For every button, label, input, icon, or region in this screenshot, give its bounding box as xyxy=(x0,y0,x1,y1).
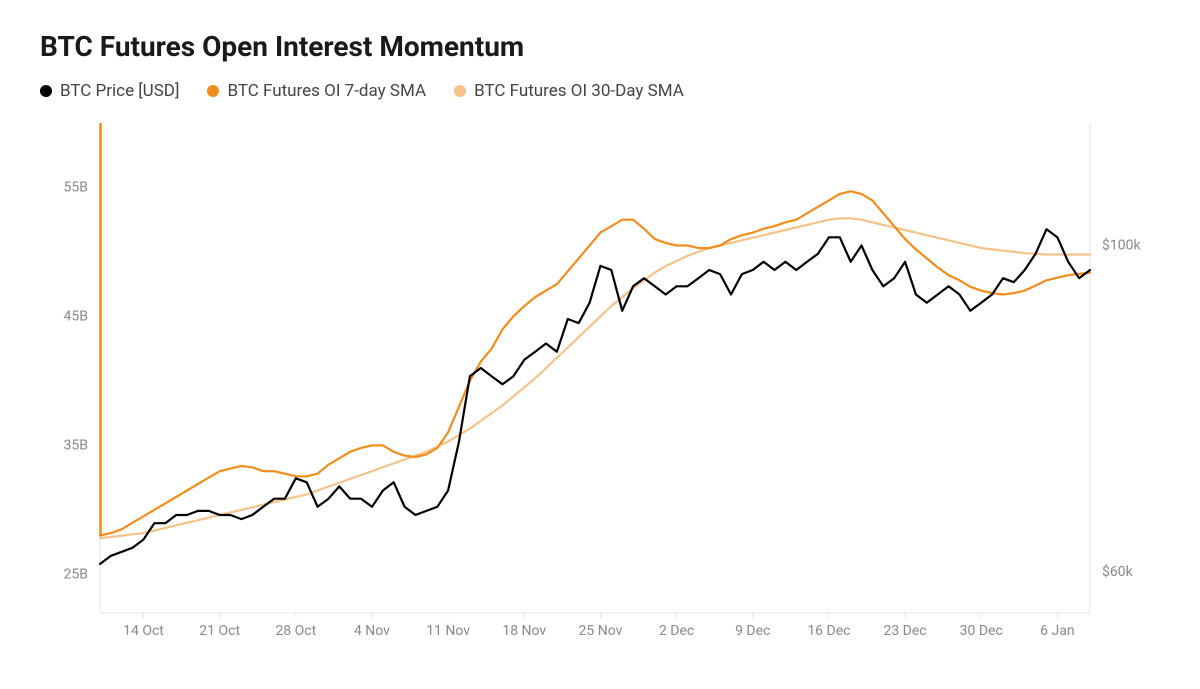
svg-text:55B: 55B xyxy=(64,179,88,195)
chart-plot-area: 25B 35B 45B 55B $60k $100k 14 Oct 21 Oct 28 Oct 4… xyxy=(40,113,1160,653)
svg-text:9 Dec: 9 Dec xyxy=(735,623,770,639)
svg-text:28 Oct: 28 Oct xyxy=(275,623,316,639)
svg-text:25 Nov: 25 Nov xyxy=(579,623,623,639)
legend-label: BTC Price [USD] xyxy=(60,81,179,101)
svg-text:$60k: $60k xyxy=(1102,563,1134,580)
chart-svg: 25B 35B 45B 55B $60k $100k 14 Oct 21 Oct 28 Oct 4… xyxy=(40,113,1160,653)
svg-text:25B: 25B xyxy=(64,566,88,582)
svg-text:$100k: $100k xyxy=(1102,237,1141,254)
legend: BTC Price [USD] BTC Futures OI 7-day SMA… xyxy=(40,81,1160,101)
chart-title: BTC Futures Open Interest Momentum xyxy=(40,30,1160,63)
svg-text:16 Dec: 16 Dec xyxy=(807,623,850,639)
svg-text:45B: 45B xyxy=(64,308,88,324)
legend-dot xyxy=(207,85,219,97)
legend-dot xyxy=(454,85,466,97)
svg-text:2 Dec: 2 Dec xyxy=(659,623,694,639)
legend-label: BTC Futures OI 30-Day SMA xyxy=(474,81,684,101)
legend-item-oi30: BTC Futures OI 30-Day SMA xyxy=(454,81,684,101)
svg-text:11 Nov: 11 Nov xyxy=(426,623,470,639)
svg-text:18 Nov: 18 Nov xyxy=(502,623,546,639)
svg-text:23 Dec: 23 Dec xyxy=(883,623,926,639)
legend-dot xyxy=(40,85,52,97)
legend-item-price: BTC Price [USD] xyxy=(40,81,179,101)
legend-label: BTC Futures OI 7-day SMA xyxy=(227,81,426,101)
legend-item-oi7: BTC Futures OI 7-day SMA xyxy=(207,81,426,101)
svg-text:35B: 35B xyxy=(64,437,88,453)
svg-text:6 Jan: 6 Jan xyxy=(1040,623,1074,639)
svg-text:30 Dec: 30 Dec xyxy=(960,623,1003,639)
svg-text:21 Oct: 21 Oct xyxy=(199,623,240,639)
svg-text:14 Oct: 14 Oct xyxy=(123,623,164,639)
svg-text:4 Nov: 4 Nov xyxy=(354,623,390,639)
